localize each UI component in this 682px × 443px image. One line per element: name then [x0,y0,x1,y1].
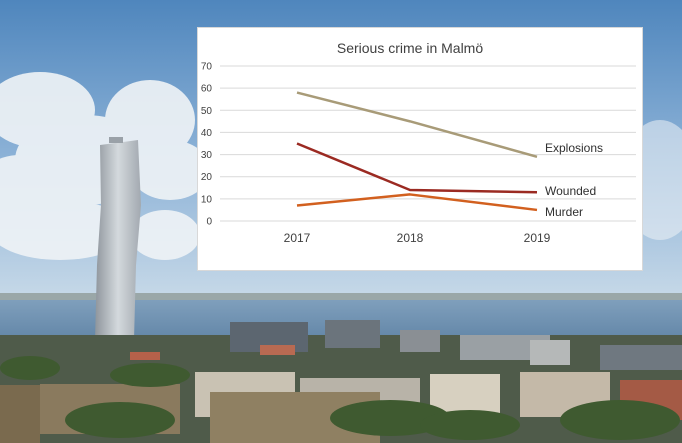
series-label-explosions: Explosions [545,141,603,155]
line-chart: Serious crime in Malmö 0 10 20 30 40 50 60 70 2… [201,40,636,245]
series-lines [296,91,538,212]
x-tick-label: 2017 [284,231,311,245]
x-axis-ticks: 2017 2018 2019 [284,231,551,245]
x-tick-label: 2019 [524,231,551,245]
series-line-explosions [296,91,538,158]
series-label-murder: Murder [545,205,583,219]
chart-panel: Serious crime in Malmö 0 10 20 30 40 50 60 70 2… [197,27,643,271]
y-tick-label: 10 [201,194,213,205]
trees [0,356,680,440]
series-labels: Explosions Wounded Murder [545,141,603,219]
y-tick-label: 40 [201,128,213,139]
turning-torso-tower [95,137,141,340]
y-tick-label: 60 [201,84,213,95]
y-tick-label: 30 [201,150,213,161]
y-tick-label: 70 [201,62,213,73]
x-tick-label: 2018 [397,231,424,245]
series-line-wounded [296,142,538,194]
chart-title: Serious crime in Malmö [337,40,483,56]
gridlines [220,65,636,222]
y-axis-ticks: 0 10 20 30 40 50 60 70 [201,62,213,228]
series-label-wounded: Wounded [545,184,596,198]
y-tick-label: 50 [201,106,213,117]
series-line-murder [296,193,538,212]
y-tick-label: 20 [201,172,213,183]
y-tick-label: 0 [206,217,212,228]
